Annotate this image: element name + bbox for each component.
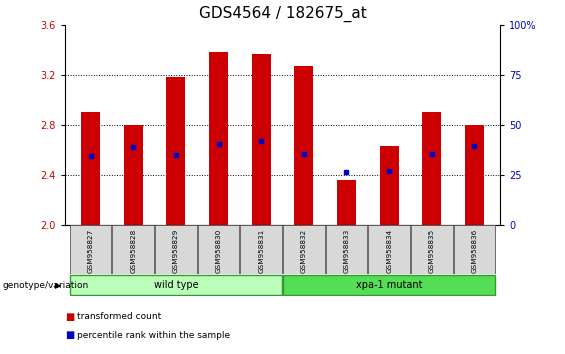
Text: transformed count: transformed count <box>77 312 162 321</box>
Text: genotype/variation: genotype/variation <box>3 281 89 290</box>
Bar <box>81 112 100 225</box>
Bar <box>209 52 228 225</box>
Text: ▶: ▶ <box>54 281 61 290</box>
Text: GSM958835: GSM958835 <box>429 229 435 273</box>
Text: GSM958832: GSM958832 <box>301 229 307 273</box>
Bar <box>124 125 143 225</box>
Bar <box>251 53 271 225</box>
FancyBboxPatch shape <box>454 225 496 274</box>
FancyBboxPatch shape <box>155 225 197 274</box>
FancyBboxPatch shape <box>69 275 282 295</box>
Bar <box>166 77 185 225</box>
Text: ■: ■ <box>65 330 74 340</box>
Text: GSM958827: GSM958827 <box>88 229 94 273</box>
Text: xpa-1 mutant: xpa-1 mutant <box>356 280 423 290</box>
FancyBboxPatch shape <box>283 225 325 274</box>
Bar <box>337 180 356 225</box>
Text: GSM958828: GSM958828 <box>130 229 136 273</box>
Title: GDS4564 / 182675_at: GDS4564 / 182675_at <box>199 6 366 22</box>
FancyBboxPatch shape <box>368 225 410 274</box>
FancyBboxPatch shape <box>198 225 240 274</box>
Bar <box>422 112 441 225</box>
Text: GSM958829: GSM958829 <box>173 229 179 273</box>
Text: ■: ■ <box>65 312 74 322</box>
Bar <box>465 125 484 225</box>
FancyBboxPatch shape <box>325 225 367 274</box>
Bar <box>294 66 314 225</box>
FancyBboxPatch shape <box>240 225 282 274</box>
Text: GSM958833: GSM958833 <box>344 229 350 273</box>
FancyBboxPatch shape <box>411 225 453 274</box>
FancyBboxPatch shape <box>283 275 496 295</box>
Text: GSM958836: GSM958836 <box>471 229 477 273</box>
FancyBboxPatch shape <box>69 225 111 274</box>
Text: wild type: wild type <box>154 280 198 290</box>
Text: GSM958831: GSM958831 <box>258 229 264 273</box>
Text: percentile rank within the sample: percentile rank within the sample <box>77 331 231 340</box>
Text: GSM958834: GSM958834 <box>386 229 392 273</box>
FancyBboxPatch shape <box>112 225 154 274</box>
Bar <box>380 146 399 225</box>
Text: GSM958830: GSM958830 <box>215 229 221 273</box>
